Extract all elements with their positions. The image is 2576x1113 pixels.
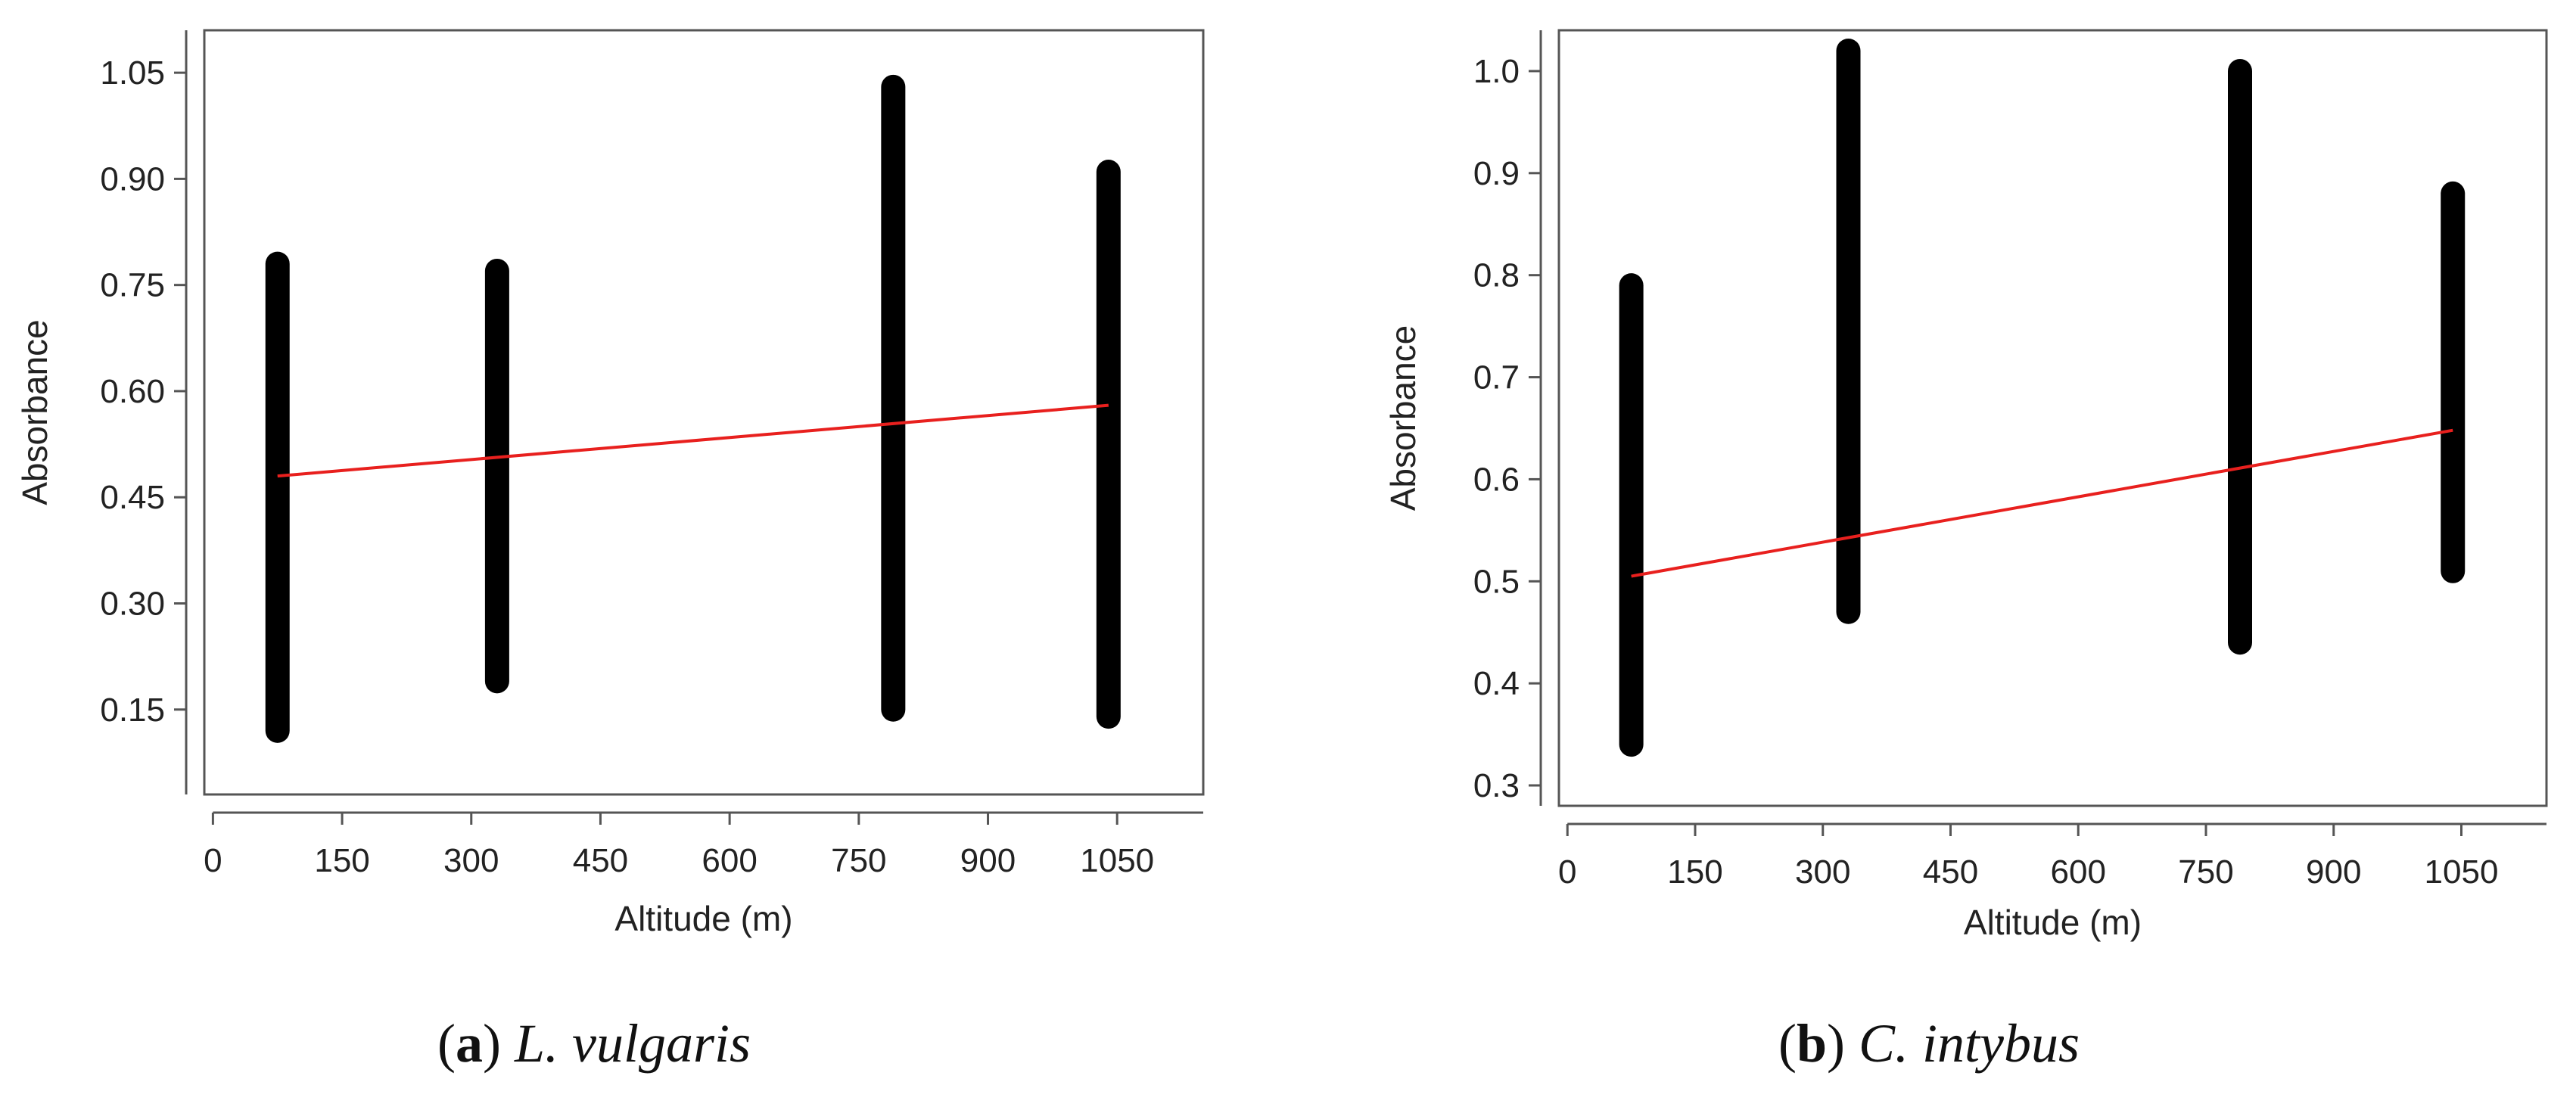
panel-b-y-tick-label: 0.8: [1473, 257, 1520, 294]
panel-a-x-tick-label: 450: [573, 842, 628, 879]
caption-b-species: C. intybus: [1859, 1013, 2080, 1074]
panel-b-y-axis-label: Absorbance: [1383, 325, 1423, 511]
panel-a-x-tick-label: 0: [204, 842, 222, 879]
caption-b-open: (: [1778, 1013, 1797, 1074]
panel-b-plot-frame: [1557, 29, 2548, 807]
panel-a-y-tick-label: 0.60: [100, 373, 165, 410]
panel-a-chart: 0 150 300 450 600 750 900 1050 0.15 0.30 0.45 0.60 0…: [15, 29, 1205, 938]
panel-a-x-tick-label: 900: [960, 842, 1016, 879]
panel-a-x-tick-label: 1050: [1080, 842, 1154, 879]
panel-a-y-tick-label: 0.15: [100, 692, 165, 729]
panel-b-y-tick-label: 0.3: [1473, 767, 1520, 804]
panel-b-y-tick-label: 0.9: [1473, 155, 1520, 192]
panel-b-x-tick-label: 750: [2178, 853, 2233, 891]
panel-b-y-tick-label: 0.4: [1473, 665, 1520, 702]
panel-b-y-tick-label: 0.6: [1473, 461, 1520, 498]
panel-b-x-tick-label: 1050: [2425, 853, 2499, 891]
panel-b-chart: 0 150 300 450 600 750 900 1050 0.3 0.4 0.5 0.6 0.7 0.…: [1383, 29, 2548, 942]
panel-b-fit-line: [1631, 428, 2453, 578]
panel-a-y-tick-label: 0.45: [100, 479, 165, 516]
panel-a-y-tick-label: 0.90: [100, 160, 165, 197]
caption-b-close: ): [1827, 1013, 1859, 1074]
caption-a-close: ): [482, 1013, 515, 1074]
panel-b-x-axis-label: Altitude (m): [1964, 903, 2142, 942]
panel-a-x-tick-label: 150: [314, 842, 369, 879]
panel-a-x-tick-label: 300: [443, 842, 499, 879]
panel-a-y-axis-label: Absorbance: [15, 319, 54, 505]
panel-b-y-tick-label: 0.5: [1473, 563, 1520, 600]
panel-a-x-axis-label: Altitude (m): [614, 899, 792, 938]
caption-a-species: L. vulgaris: [514, 1013, 751, 1074]
panel-b-x-tick-label: 150: [1667, 853, 1722, 891]
caption-a-letter: a: [455, 1013, 483, 1074]
panel-b-y-tick-label: 1.0: [1473, 53, 1520, 90]
caption-a-open: (: [437, 1013, 456, 1074]
panel-a-y-tick-label: 0.75: [100, 267, 165, 304]
caption-b-letter: b: [1796, 1013, 1828, 1074]
panel-b-x-tick-label: 450: [1923, 853, 1978, 891]
panel-b-x-tick-label: 300: [1795, 853, 1850, 891]
panel-b-x-tick-label: 600: [2051, 853, 2106, 891]
panel-a-fit-line: [277, 403, 1109, 478]
caption-a: (a) L. vulgaris: [437, 1012, 751, 1075]
panel-b-x-tick-label: 900: [2306, 853, 2361, 891]
panel-b-x-tick-label: 0: [1558, 853, 1576, 891]
panel-a-y-tick-label: 1.05: [100, 54, 165, 92]
panel-a-x-tick-label: 600: [702, 842, 757, 879]
panel-a-plot-frame: [203, 29, 1205, 796]
caption-b: (b) C. intybus: [1778, 1012, 2080, 1075]
panel-b-y-tick-label: 0.7: [1473, 359, 1520, 396]
panel-a-y-tick-label: 0.30: [100, 586, 165, 623]
panel-a-x-tick-label: 750: [831, 842, 886, 879]
